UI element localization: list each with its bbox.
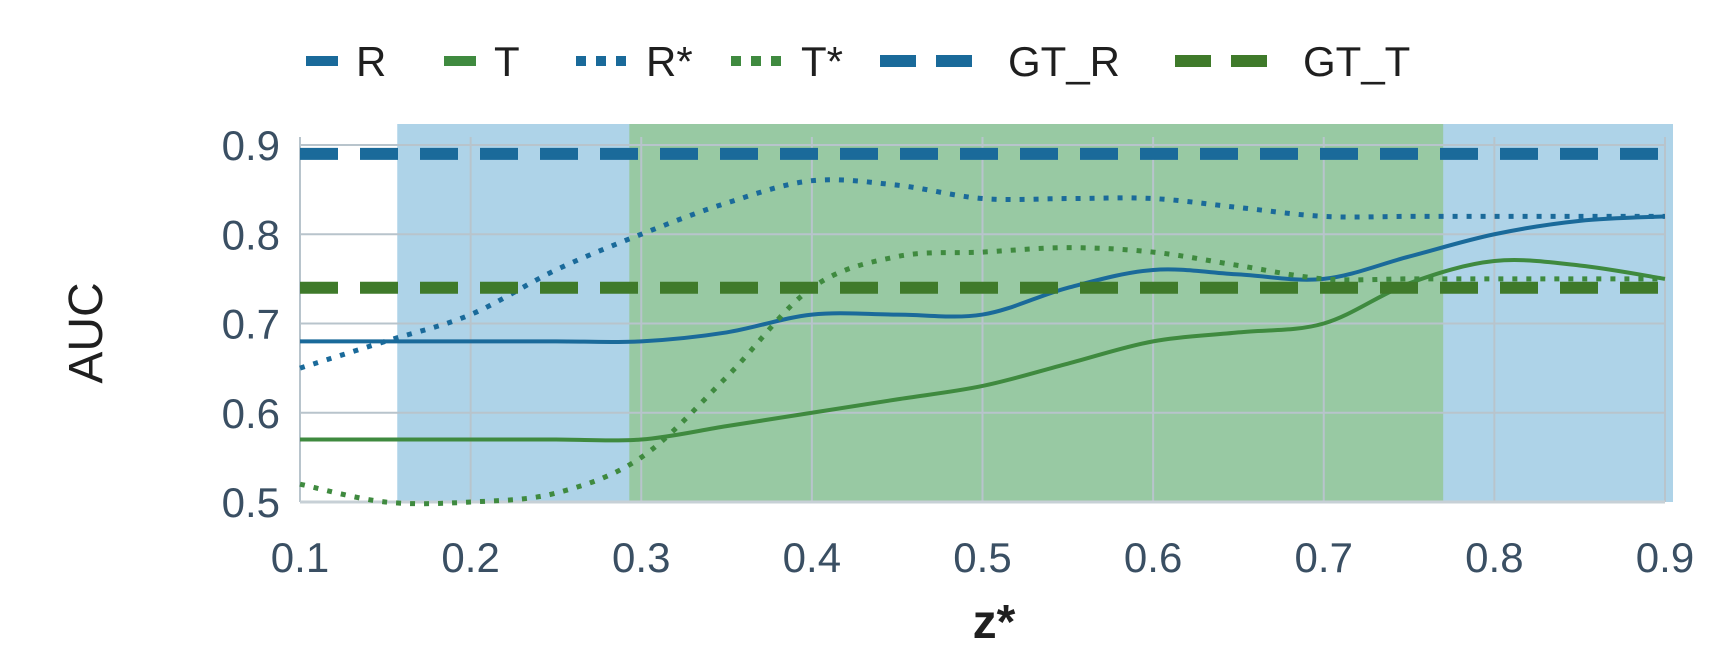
x-tick-label: 0.3 — [612, 534, 670, 581]
x-tick-label: 0.1 — [271, 534, 329, 581]
y-tick-label: 0.6 — [222, 390, 280, 437]
x-tick-label: 0.4 — [783, 534, 841, 581]
series-lines — [299, 147, 1666, 507]
legend-label: R — [356, 38, 386, 85]
legend-label: T — [494, 38, 520, 85]
x-tick-label: 0.5 — [953, 534, 1011, 581]
y-axis-label: AUC — [60, 282, 113, 383]
series-t-star — [299, 245, 1665, 507]
x-tick-label: 0.2 — [441, 534, 499, 581]
tick-labels: 0.1 0.2 0.3 0.4 0.5 0.6 0.7 0.8 0.9 0.5 0.6 0.7 0.8 0… — [222, 122, 1695, 581]
y-tick-label: 0.9 — [222, 122, 280, 169]
grid — [299, 137, 1666, 504]
legend-label: GT_R — [1008, 38, 1120, 85]
x-tick-label: 0.7 — [1295, 534, 1353, 581]
y-tick-label: 0.5 — [222, 479, 280, 526]
y-tick-label: 0.7 — [222, 301, 280, 348]
series-r-star — [299, 177, 1665, 371]
legend-label: T* — [801, 38, 843, 85]
series-r — [299, 214, 1666, 345]
x-tick-label: 0.6 — [1124, 534, 1182, 581]
x-tick-label: 0.8 — [1465, 534, 1523, 581]
legend-label: R* — [646, 38, 693, 85]
series-t — [299, 258, 1666, 443]
legend: R T R* T* GT_R GT_T — [306, 38, 1410, 85]
x-axis-label: z* — [973, 596, 1016, 649]
x-tick-label: 0.9 — [1636, 534, 1694, 581]
T-region — [629, 124, 1444, 502]
legend-label: GT_T — [1303, 38, 1410, 85]
shaded-regions — [397, 124, 1674, 502]
y-tick-label: 0.8 — [222, 211, 280, 258]
